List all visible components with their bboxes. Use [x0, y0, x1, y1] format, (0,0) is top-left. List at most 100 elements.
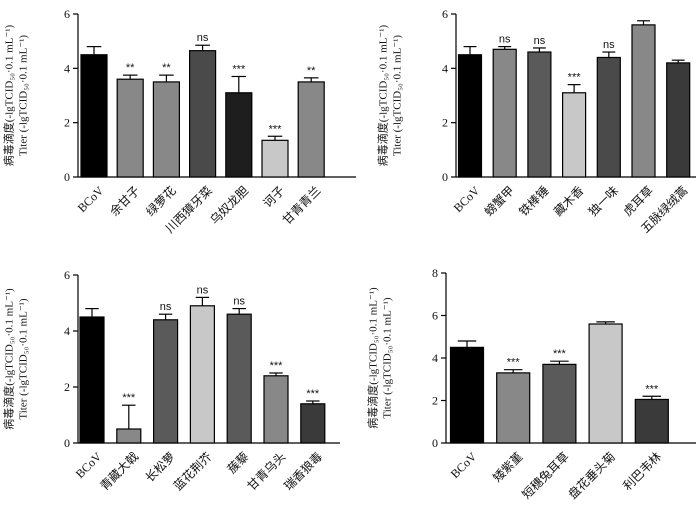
bar	[189, 50, 217, 178]
error-bar	[122, 74, 138, 80]
y-tick-label: 0	[432, 436, 438, 450]
y-tick-label: 4	[432, 351, 438, 365]
x-tick-label: 短穗兔耳草	[519, 449, 572, 502]
y-tick: 6	[64, 268, 78, 282]
y-tick-label: 8	[432, 266, 438, 280]
y-tick: 0	[432, 436, 446, 450]
error-bar	[195, 296, 210, 306]
bar	[542, 363, 577, 444]
error-bar	[306, 400, 320, 404]
y-axis-title-cn: 病毒滴度(-lgTCID₅₀·0.1 mL⁻¹)	[2, 288, 16, 430]
y-tick: 2	[64, 116, 78, 130]
error-bar	[303, 77, 319, 82]
significance-label: ***	[306, 388, 320, 400]
error-bar	[86, 45, 102, 55]
y-tick-label: 2	[64, 116, 70, 130]
error-bar	[122, 404, 136, 429]
x-tick-label: BCoV	[448, 449, 480, 481]
bar	[153, 319, 179, 444]
significance-label: ***	[269, 123, 283, 135]
y-tick: 2	[432, 394, 446, 408]
significance-label: ns	[197, 284, 209, 296]
error-bar	[267, 135, 283, 141]
y-axis-title-cn: 病毒滴度(-lgTCID₅₀·0.1 mL⁻¹)	[376, 24, 390, 166]
x-tick-label: 独一味	[586, 183, 621, 218]
error-bar	[567, 84, 581, 93]
y-tick: 6	[432, 309, 446, 323]
x-tick-label: BCoV	[75, 183, 107, 215]
y-tick-label: 2	[432, 394, 438, 408]
error-bar	[596, 321, 615, 324]
x-tick-label: BCoV	[73, 449, 105, 481]
significance-label: ***	[122, 392, 136, 404]
error-bar	[232, 308, 246, 315]
x-tick-label: 螃蟹甲	[481, 183, 517, 219]
y-tick-label: 4	[64, 324, 70, 338]
y-tick: 0	[442, 170, 456, 184]
error-bar	[503, 369, 523, 373]
x-tick-label: 蓝花荆芥	[170, 449, 215, 494]
y-axis-title-en: Titer (-lgTCID₅₀·0.1 mL⁻¹)	[392, 35, 404, 156]
y-tick: 4	[64, 61, 78, 75]
y-tick-label: 6	[64, 7, 70, 21]
y-tick-label: 2	[442, 116, 448, 130]
bar	[80, 54, 108, 178]
significance-label: ***	[232, 63, 246, 75]
significance-label: **	[126, 62, 135, 74]
error-bar	[457, 340, 477, 348]
bar	[496, 372, 531, 444]
significance-label: ns	[160, 301, 172, 313]
significance-label: ns	[603, 39, 615, 51]
y-tick-label: 6	[432, 309, 438, 323]
y-tick: 0	[64, 436, 78, 450]
bar	[492, 48, 517, 178]
y-tick: 6	[64, 7, 78, 21]
x-tick-label: 青藏大戟	[97, 449, 141, 493]
error-bar	[602, 51, 616, 58]
significance-label: ***	[270, 360, 284, 372]
y-axis-title-en: Titer (-lgTCID₅₀·0.1 mL⁻¹)	[18, 35, 30, 156]
error-bar	[159, 74, 174, 82]
error-bar	[269, 372, 283, 376]
y-tick: 4	[442, 61, 456, 75]
x-tick-label: 盘花垂头菊	[565, 449, 618, 502]
bar	[225, 92, 253, 178]
x-tick-label: 诃子	[260, 183, 287, 210]
bar	[116, 428, 142, 444]
significance-label: ns	[197, 32, 209, 44]
bar	[588, 323, 623, 444]
error-bar	[532, 47, 546, 53]
y-tick-label: 6	[64, 268, 70, 282]
error-bar	[463, 45, 477, 55]
bar	[263, 375, 289, 444]
y-axis-title-en: Titer (-lgTCID₅₀·0.1 mL⁻¹)	[18, 298, 30, 419]
bar	[261, 139, 289, 178]
bar	[527, 51, 552, 178]
bar	[631, 24, 656, 178]
x-tick-label: 铁棒锤	[516, 183, 552, 219]
significance-label: ***	[645, 383, 659, 395]
error-bar	[498, 45, 512, 50]
error-bar	[637, 20, 650, 25]
significance-label: ns	[499, 34, 511, 46]
x-tick-label: 藏木香	[551, 183, 586, 218]
x-tick-label: 乌奴龙胆	[207, 183, 252, 228]
significance-label: ***	[568, 72, 582, 84]
error-bar	[85, 308, 99, 317]
bar	[449, 346, 485, 444]
y-tick: 4	[64, 324, 78, 338]
bar	[189, 305, 215, 444]
x-tick-label: 余甘子	[106, 183, 142, 219]
x-tick-label: 甘青青兰	[280, 183, 324, 227]
y-axis-title-cn: 病毒滴度(-lgTCID₅₀·0.1 mL⁻¹)	[2, 24, 16, 166]
error-bar	[550, 360, 569, 365]
y-tick: 0	[64, 170, 78, 184]
error-bar	[642, 395, 662, 400]
y-tick-label: 4	[442, 61, 448, 75]
y-tick-label: 0	[64, 436, 70, 450]
bar	[79, 316, 105, 444]
bar	[116, 78, 144, 178]
bar	[297, 81, 325, 178]
